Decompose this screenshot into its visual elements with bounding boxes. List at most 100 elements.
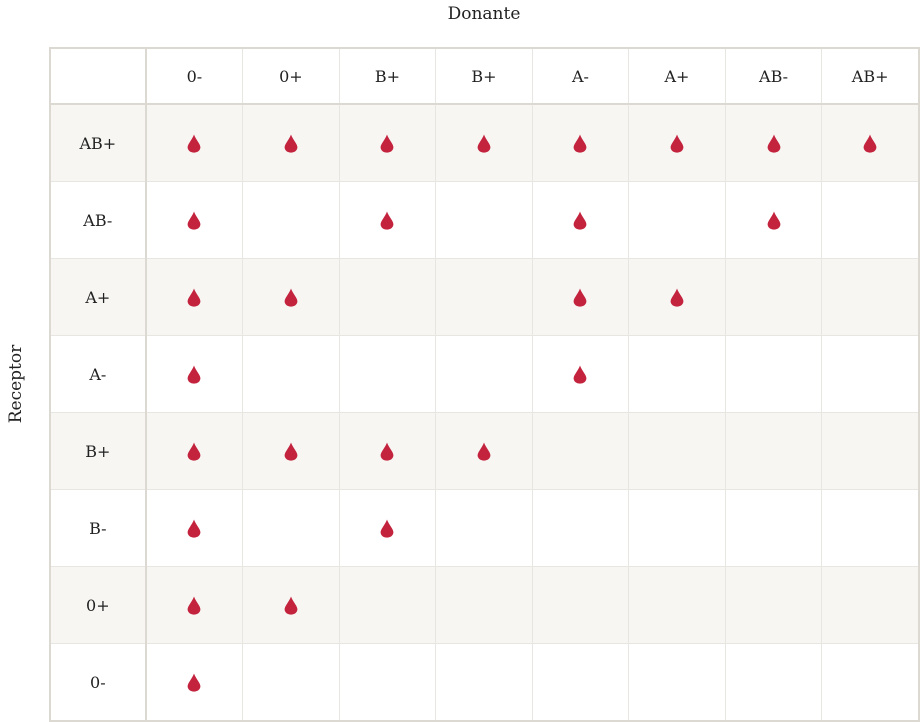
compatibility-cell <box>435 643 533 722</box>
compatibility-cell <box>435 103 533 182</box>
compatibility-cell <box>724 181 823 259</box>
compatibility-cell <box>242 103 340 182</box>
table-row: AB+ <box>49 103 920 182</box>
table-row: B- <box>49 489 920 567</box>
table-row: 0+ <box>49 566 920 644</box>
compatibility-cell <box>435 412 533 490</box>
table-row: AB- <box>49 181 920 259</box>
compatibility-cell <box>242 489 340 567</box>
compatibility-cell <box>724 643 823 722</box>
compatibility-cell <box>435 258 533 336</box>
compatibility-cell <box>628 412 726 490</box>
donor-axis-title: Donante <box>447 4 521 24</box>
row-header: B- <box>49 489 147 567</box>
blood-drop-icon <box>187 442 201 461</box>
column-header: AB+ <box>821 47 920 105</box>
compatibility-cell <box>628 103 726 182</box>
blood-drop-icon <box>573 211 587 230</box>
row-header: A+ <box>49 258 147 336</box>
compatibility-cell <box>628 181 726 259</box>
blood-drop-icon <box>767 211 781 230</box>
compatibility-cell <box>338 412 437 490</box>
compatibility-cell <box>338 489 437 567</box>
table-row: 0- <box>49 643 920 722</box>
compatibility-cell <box>628 335 726 413</box>
blood-drop-icon <box>767 134 781 153</box>
blood-drop-icon <box>573 365 587 384</box>
blood-drop-icon <box>284 442 298 461</box>
compatibility-cell <box>724 566 823 644</box>
blood-drop-icon <box>863 134 877 153</box>
compatibility-cell <box>242 412 340 490</box>
compatibility-cell <box>145 335 244 413</box>
blood-drop-icon <box>477 134 491 153</box>
compatibility-cell <box>531 335 630 413</box>
compatibility-cell <box>242 181 340 259</box>
compatibility-cell <box>724 489 823 567</box>
compatibility-cell <box>242 258 340 336</box>
compatibility-cell <box>724 258 823 336</box>
column-header: 0- <box>145 47 244 105</box>
column-header: 0+ <box>242 47 340 105</box>
table-row: A+ <box>49 258 920 336</box>
compatibility-cell <box>821 335 920 413</box>
row-header: AB+ <box>49 103 147 182</box>
blood-drop-icon <box>284 134 298 153</box>
compatibility-cell <box>435 335 533 413</box>
compatibility-cell <box>628 258 726 336</box>
blood-drop-icon <box>670 288 684 307</box>
compatibility-cell <box>145 643 244 722</box>
blood-drop-icon <box>477 442 491 461</box>
compatibility-cell <box>531 643 630 722</box>
blood-drop-icon <box>573 134 587 153</box>
compatibility-cell <box>145 412 244 490</box>
compatibility-cell <box>724 103 823 182</box>
column-header: AB- <box>724 47 823 105</box>
recipient-axis-title: Receptor <box>6 344 26 424</box>
blood-drop-icon <box>284 288 298 307</box>
compatibility-cell <box>242 335 340 413</box>
compatibility-cell <box>628 643 726 722</box>
compatibility-cell <box>531 412 630 490</box>
compatibility-cell <box>821 412 920 490</box>
compatibility-cell <box>531 566 630 644</box>
table-row: B+ <box>49 412 920 490</box>
blood-drop-icon <box>284 596 298 615</box>
compatibility-cell <box>531 181 630 259</box>
row-header: B+ <box>49 412 147 490</box>
compatibility-cell <box>821 489 920 567</box>
compatibility-cell <box>821 103 920 182</box>
row-header: 0- <box>49 643 147 722</box>
blood-drop-icon <box>380 442 394 461</box>
compatibility-cell <box>628 489 726 567</box>
blood-drop-icon <box>380 211 394 230</box>
header-row: 0- 0+ B+ B+ A- A+ AB- AB+ <box>49 47 920 105</box>
compatibility-cell <box>145 566 244 644</box>
compatibility-table: 0- 0+ B+ B+ A- A+ AB- AB+ AB+ AB- A+ A- B+ B-… <box>49 47 920 722</box>
column-header: B+ <box>435 47 533 105</box>
compatibility-cell <box>338 258 437 336</box>
row-header: AB- <box>49 181 147 259</box>
compatibility-cell <box>821 181 920 259</box>
column-header: A- <box>531 47 630 105</box>
blood-drop-icon <box>187 365 201 384</box>
table-row: A- <box>49 335 920 413</box>
compatibility-cell <box>435 566 533 644</box>
blood-drop-icon <box>187 134 201 153</box>
compatibility-cell <box>724 335 823 413</box>
compatibility-cell <box>531 258 630 336</box>
blood-drop-icon <box>187 211 201 230</box>
compatibility-cell <box>242 566 340 644</box>
compatibility-cell <box>145 103 244 182</box>
compatibility-cell <box>338 335 437 413</box>
blood-drop-icon <box>380 134 394 153</box>
blood-drop-icon <box>187 673 201 692</box>
blood-drop-icon <box>670 134 684 153</box>
compatibility-cell <box>145 258 244 336</box>
compatibility-cell <box>628 566 726 644</box>
row-header: A- <box>49 335 147 413</box>
blood-drop-icon <box>187 288 201 307</box>
column-header: A+ <box>628 47 726 105</box>
compatibility-cell <box>821 258 920 336</box>
column-header: B+ <box>338 47 437 105</box>
